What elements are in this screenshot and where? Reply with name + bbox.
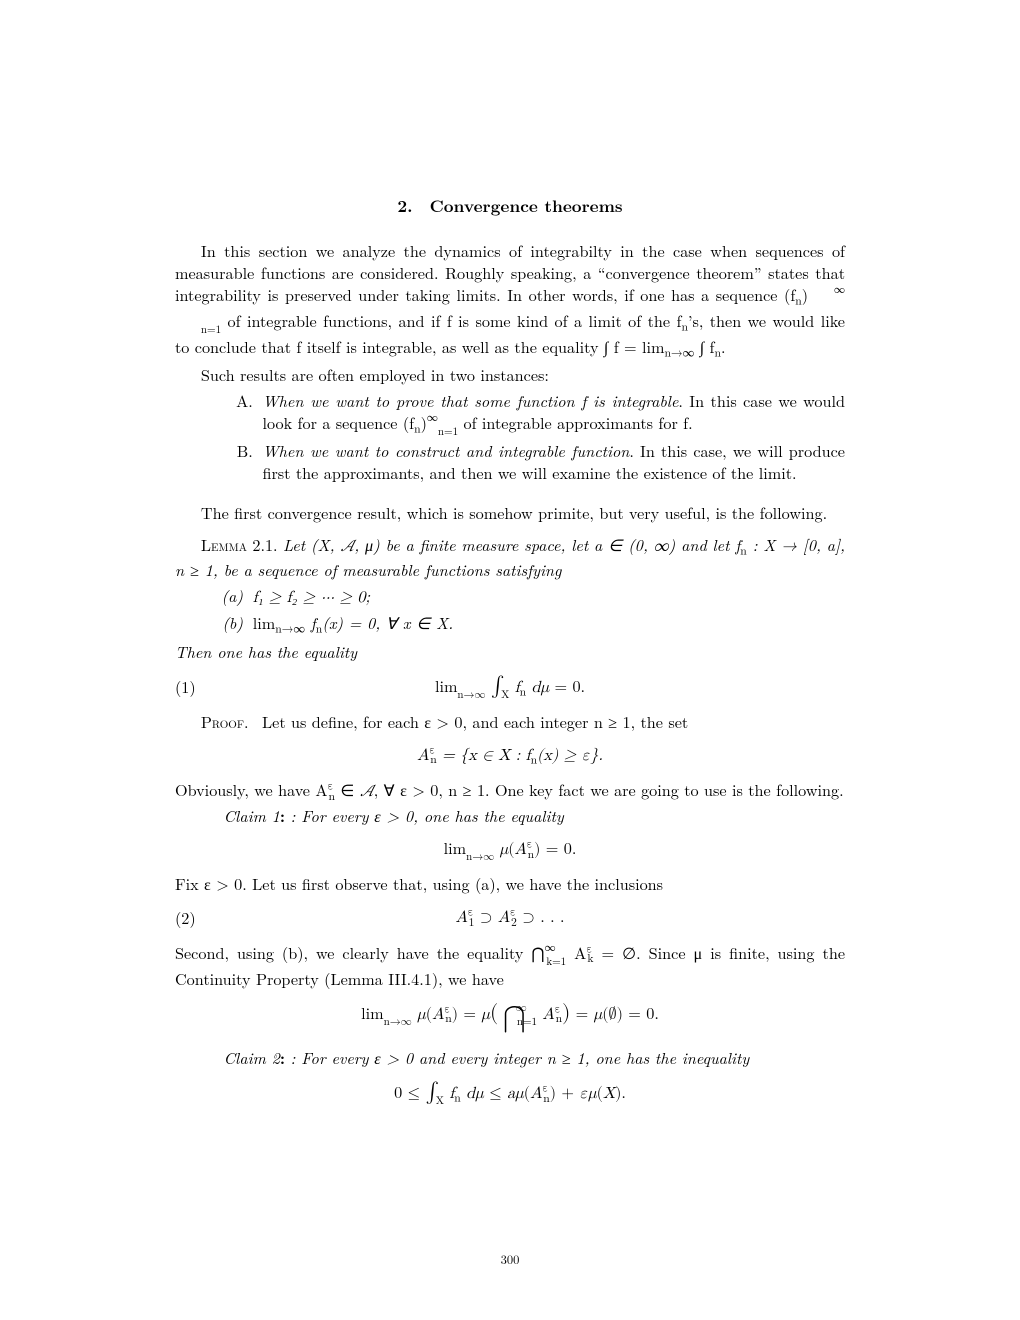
page-number: 300 <box>0 1251 1020 1268</box>
text: , ∀ ε > 0, n ≥ 1. One key fact we are go… <box>374 778 844 801</box>
list-body: When we want to prove that some function… <box>262 390 845 438</box>
list-item-a: A. When we want to prove that some funct… <box>175 390 845 438</box>
section-title: 2. Convergence theorems <box>175 195 845 218</box>
list-label: A. <box>217 390 262 438</box>
list-label: (b) <box>211 612 253 637</box>
lemma-conditions: (a) f₁ ≥ f₂ ≥ ··· ≥ 0; (b) limn→∞ fn(x) … <box>175 585 845 637</box>
paragraph: Fix ε > 0. Let us first observe that, us… <box>175 873 845 895</box>
lemma-head: Lemma 2.1. <box>201 533 278 556</box>
math: limn→∞ ∫X fn dμ = 0. <box>435 680 585 696</box>
claim-1: Claim 1: : For every ε > 0, one has the … <box>224 805 845 827</box>
list-label: (a) <box>211 585 253 610</box>
text: = {x ∈ X : f <box>437 748 531 764</box>
paragraph: The first convergence result, which is s… <box>175 502 845 524</box>
text: ∫ f <box>694 335 714 358</box>
condition-b: (b) limn→∞ fn(x) = 0, ∀ x ∈ X. <box>175 612 845 637</box>
page: 2. Convergence theorems In this section … <box>0 0 1020 1320</box>
text: of integrable functions, and if f is som… <box>221 309 681 332</box>
cal-a: 𝒜 <box>360 784 374 800</box>
list-body: limn→∞ fn(x) = 0, ∀ x ∈ X. <box>253 612 845 637</box>
sub: n→∞ <box>275 620 305 636</box>
list-item-b: B. When we want to construct and integra… <box>175 440 845 484</box>
list-body: When we want to construct and integrable… <box>262 440 845 484</box>
text: A <box>417 748 429 764</box>
text: . <box>721 335 726 358</box>
proof-head: Proof. <box>201 710 249 733</box>
eq-number: (1) <box>175 676 196 698</box>
text: In this section we analyze the dynamics … <box>175 239 845 306</box>
proof-paragraph: Proof. Let us define, for each ε > 0, an… <box>175 711 845 733</box>
instance-list: A. When we want to prove that some funct… <box>175 390 845 484</box>
claim-body: : For every ε > 0 and every integer n ≥ … <box>290 1046 749 1069</box>
math: Aε1 ⊃ Aε2 ⊃ . . . <box>456 910 565 926</box>
text: Let (X, <box>283 533 340 556</box>
text: (x) ≥ ε}. <box>537 748 603 764</box>
claim1-equation: limn→∞ μ(Aεn) = 0. <box>175 837 845 863</box>
then-line: Then one has the equality <box>175 641 845 663</box>
paragraph: Such results are often employed in two i… <box>175 364 845 386</box>
math: n→∞ <box>665 345 695 361</box>
equation-1: (1) limn→∞ ∫X fn dμ = 0. <box>175 673 845 701</box>
math: limn→∞ μ(Aεn) = 0. <box>444 842 577 858</box>
continuity-equation: limn→∞ μ(Aεn) = μ( ⋂∞n=1 Aεn) = μ(∅) = 0… <box>175 1000 845 1038</box>
cal-a: 𝒜 <box>340 539 354 555</box>
intro-paragraph: In this section we analyze the dynamics … <box>175 240 845 362</box>
list-label: B. <box>217 440 262 484</box>
text: , μ) be a finite measure space, let a ∈ … <box>354 533 740 556</box>
lemma-statement: Lemma 2.1. Let (X, 𝒜, μ) be a finite mea… <box>175 534 845 581</box>
claim-2: Claim 2: : For every ε > 0 and every int… <box>224 1047 845 1069</box>
text: Obviously, we have A <box>175 778 328 801</box>
italic-text: When we want to prove that some function… <box>262 389 678 412</box>
list-body: f₁ ≥ f₂ ≥ ··· ≥ 0; <box>253 585 845 610</box>
math: 0 ≤ ∫X fn dμ ≤ aμ(Aεn) + εμ(X). <box>394 1086 626 1102</box>
text: (x) = 0, ∀ x ∈ X. <box>322 611 453 634</box>
text: Second, using (b), we clearly have the e… <box>175 941 545 964</box>
math: limn→∞ μ(Aεn) = μ( ⋂∞n=1 Aεn) = μ(∅) = 0… <box>361 1007 659 1023</box>
claim-body: : For every ε > 0, one has the equality <box>290 804 563 827</box>
equation-2: (2) Aε1 ⊃ Aε2 ⊃ . . . <box>175 905 845 931</box>
math: εn <box>328 784 336 800</box>
math: f₁ ≥ f₂ ≥ ··· ≥ 0; <box>253 590 370 606</box>
paragraph: Second, using (b), we clearly have the e… <box>175 942 845 990</box>
math: εk <box>586 947 593 963</box>
math: Aεn = {x ∈ X : fn(x) ≥ ε}. <box>417 748 603 764</box>
text: ∈ <box>335 778 360 801</box>
claim-head: Claim 1 <box>224 804 280 827</box>
text: Let us define, for each ε > 0, and each … <box>262 710 688 733</box>
condition-a: (a) f₁ ≥ f₂ ≥ ··· ≥ 0; <box>175 585 845 610</box>
claim-head: Claim 2 <box>224 1046 280 1069</box>
set-definition: Aεn = {x ∈ X : fn(x) ≥ ε}. <box>175 743 845 769</box>
text: lim <box>253 611 275 634</box>
eq-number: (2) <box>175 907 196 929</box>
math: n <box>795 289 801 305</box>
italic-text: When we want to construct and integrable… <box>262 439 629 462</box>
math: n <box>414 425 420 436</box>
text: of integrable approximants for f. <box>458 411 693 434</box>
claim2-equation: 0 ≤ ∫X fn dμ ≤ aμ(Aεn) + εμ(X). <box>175 1079 845 1107</box>
paragraph: Obviously, we have Aεn ∈ 𝒜, ∀ ε > 0, n ≥… <box>175 779 845 805</box>
text: f <box>305 611 316 634</box>
text: A <box>566 941 586 964</box>
